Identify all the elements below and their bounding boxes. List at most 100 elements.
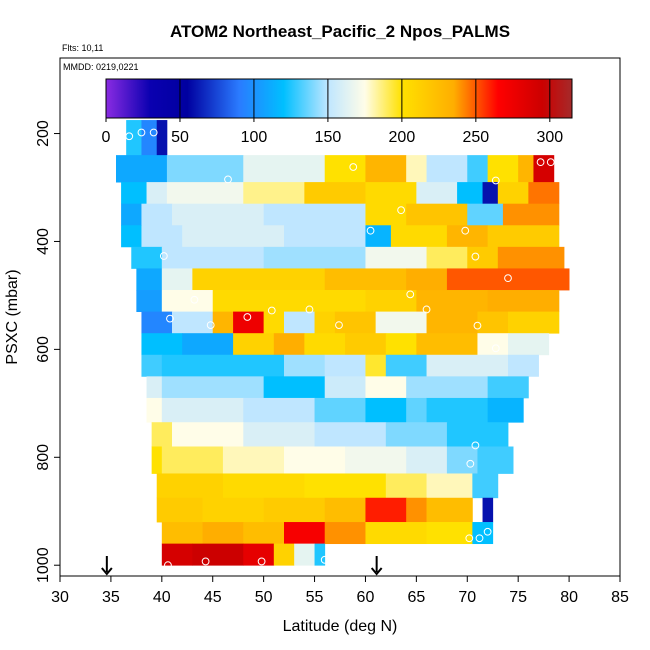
heatmap-cell <box>518 155 534 183</box>
y-axis: 200 400 600 800 1000 <box>35 120 60 583</box>
heatmap-cell <box>161 290 214 313</box>
heatmap-cell <box>487 290 560 313</box>
colorbar-bar <box>105 78 573 119</box>
heatmap-cell <box>487 376 529 399</box>
sample-marker <box>546 158 555 167</box>
sample-marker <box>125 132 134 141</box>
plot-frame <box>59 57 621 577</box>
heatmap-cell <box>202 522 244 545</box>
heatmap-cell <box>426 397 489 423</box>
sample-marker <box>149 128 158 137</box>
heatmap-cell <box>482 497 494 523</box>
heatmap-cell <box>426 354 509 377</box>
heatmap-cell <box>406 397 427 423</box>
heatmap-cell <box>121 203 142 226</box>
heatmap-cell <box>161 268 193 291</box>
x-tick-label: 35 <box>102 589 120 606</box>
colorbar-tick-label: 200 <box>389 129 416 146</box>
chart-title: ATOM2 Northeast_Pacific_2 Npos_PALMS <box>170 22 510 41</box>
heatmap-cell <box>406 446 448 474</box>
heatmap-cell <box>385 333 417 356</box>
heatmap-cell <box>482 182 499 205</box>
heatmap-cell <box>502 203 560 226</box>
sample-marker <box>471 441 480 450</box>
colorbar-tick-label: 50 <box>171 129 189 146</box>
heatmap-cell <box>263 376 326 399</box>
heatmap-cell <box>161 522 203 545</box>
heatmap-cell <box>141 354 163 377</box>
heatmap-cell <box>467 246 499 269</box>
heatmap-cell <box>487 397 524 423</box>
heatmap-cell <box>497 246 565 269</box>
sample-marker <box>201 557 210 566</box>
heatmap-cell <box>243 522 285 545</box>
y-tick-label: 600 <box>35 336 52 363</box>
heatmap-cell <box>426 246 468 269</box>
heatmap-cell <box>146 397 163 423</box>
heatmap-cell <box>446 446 478 474</box>
dates-label: MMDD: 0219,0221 <box>63 62 139 72</box>
sample-marker <box>267 306 276 315</box>
heatmap-cell <box>273 333 305 356</box>
heatmap-cell <box>212 311 234 334</box>
heatmap-cell <box>192 268 326 291</box>
sample-marker <box>366 226 375 235</box>
heatmap-cell <box>324 268 407 291</box>
heatmap-cell <box>365 290 417 313</box>
y-tick-label: 200 <box>35 120 52 147</box>
heatmap-cell <box>136 290 163 313</box>
heatmap-cell <box>121 182 147 205</box>
heatmap-cell <box>263 246 366 269</box>
heatmap-cell <box>263 203 366 226</box>
heatmap-cell <box>146 376 163 399</box>
heatmap-cell <box>166 155 244 183</box>
heatmap-cell <box>365 522 427 545</box>
heatmap-cells <box>116 120 570 566</box>
heatmap-cell <box>324 522 366 545</box>
x-tick-label: 50 <box>255 589 273 606</box>
sample-marker <box>461 226 470 235</box>
heatmap-cell <box>324 155 366 183</box>
sample-marker <box>440 139 449 148</box>
heatmap-cell <box>161 354 285 377</box>
y-tick-label: 800 <box>35 444 52 471</box>
heatmap-cell <box>121 225 142 248</box>
heatmap-cell <box>243 182 305 205</box>
heatmap-cell <box>314 311 336 334</box>
heatmap-cell <box>508 354 539 377</box>
heatmap-cell <box>472 522 494 545</box>
sample-marker <box>349 163 358 171</box>
heatmap-cell <box>477 333 509 356</box>
heatmap-cell <box>497 182 529 205</box>
heatmap-cell <box>172 203 265 226</box>
sample-marker <box>206 321 215 329</box>
heatmap-cell <box>426 497 473 523</box>
position-arrows <box>101 556 383 576</box>
heatmap-cell <box>334 311 377 334</box>
heatmap-cell <box>416 290 489 313</box>
sample-marker <box>491 344 500 353</box>
heatmap-cell <box>156 473 224 499</box>
heatmap-cell <box>166 182 244 205</box>
heatmap-cell <box>222 473 305 499</box>
x-axis-label: Latitude (deg N) <box>283 618 398 635</box>
colorbar-tick-label: 300 <box>536 129 563 146</box>
heatmap-cell <box>212 290 366 313</box>
x-tick-label: 80 <box>560 589 578 606</box>
heatmap-cell <box>365 225 392 248</box>
heatmap-cell <box>284 446 346 474</box>
heatmap-cell <box>161 376 265 399</box>
heatmap-cell <box>314 397 366 423</box>
heatmap-cell <box>141 311 173 334</box>
heatmap-cell <box>406 497 427 523</box>
sample-marker <box>224 175 232 184</box>
y-tick-label: 400 <box>35 228 52 255</box>
heatmap-cell <box>116 155 168 183</box>
sample-marker <box>164 561 172 570</box>
colorbar-ticks: 0 50 100 150 200 250 300 <box>102 79 563 146</box>
heatmap-cell <box>172 311 214 334</box>
x-axis: 30 35 40 45 50 55 60 65 70 75 80 85 <box>51 576 629 606</box>
sample-marker <box>475 534 484 543</box>
heatmap-cell <box>467 155 489 183</box>
x-tick-label: 70 <box>458 589 476 606</box>
